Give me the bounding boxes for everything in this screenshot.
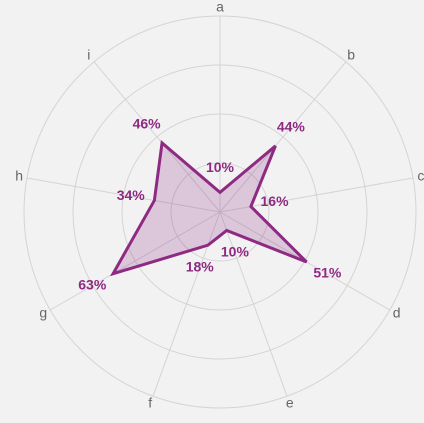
axis-label: i bbox=[87, 46, 90, 62]
radar-area bbox=[109, 140, 308, 277]
value-label: 18% bbox=[186, 258, 215, 274]
value-label: 10% bbox=[206, 159, 235, 175]
axis-spoke bbox=[93, 61, 221, 213]
value-label: 46% bbox=[133, 115, 162, 131]
value-label: 63% bbox=[78, 276, 107, 292]
value-label: 51% bbox=[313, 265, 342, 281]
axis-label: h bbox=[15, 167, 23, 183]
axis-label: f bbox=[148, 394, 152, 410]
value-label: 16% bbox=[261, 193, 290, 209]
value-label: 10% bbox=[221, 244, 250, 260]
axis-label: b bbox=[347, 46, 355, 62]
axis-label: d bbox=[393, 305, 401, 321]
axis-label: e bbox=[286, 394, 294, 410]
axis-spoke bbox=[219, 211, 288, 397]
axis-spoke bbox=[50, 211, 221, 311]
axis-label: g bbox=[39, 305, 47, 321]
axis-spoke bbox=[219, 61, 347, 213]
axis-label: a bbox=[216, 0, 224, 15]
value-label: 44% bbox=[277, 118, 306, 134]
axis-spoke bbox=[26, 177, 221, 213]
value-label: 34% bbox=[117, 187, 146, 203]
axis-label: c bbox=[417, 167, 424, 183]
